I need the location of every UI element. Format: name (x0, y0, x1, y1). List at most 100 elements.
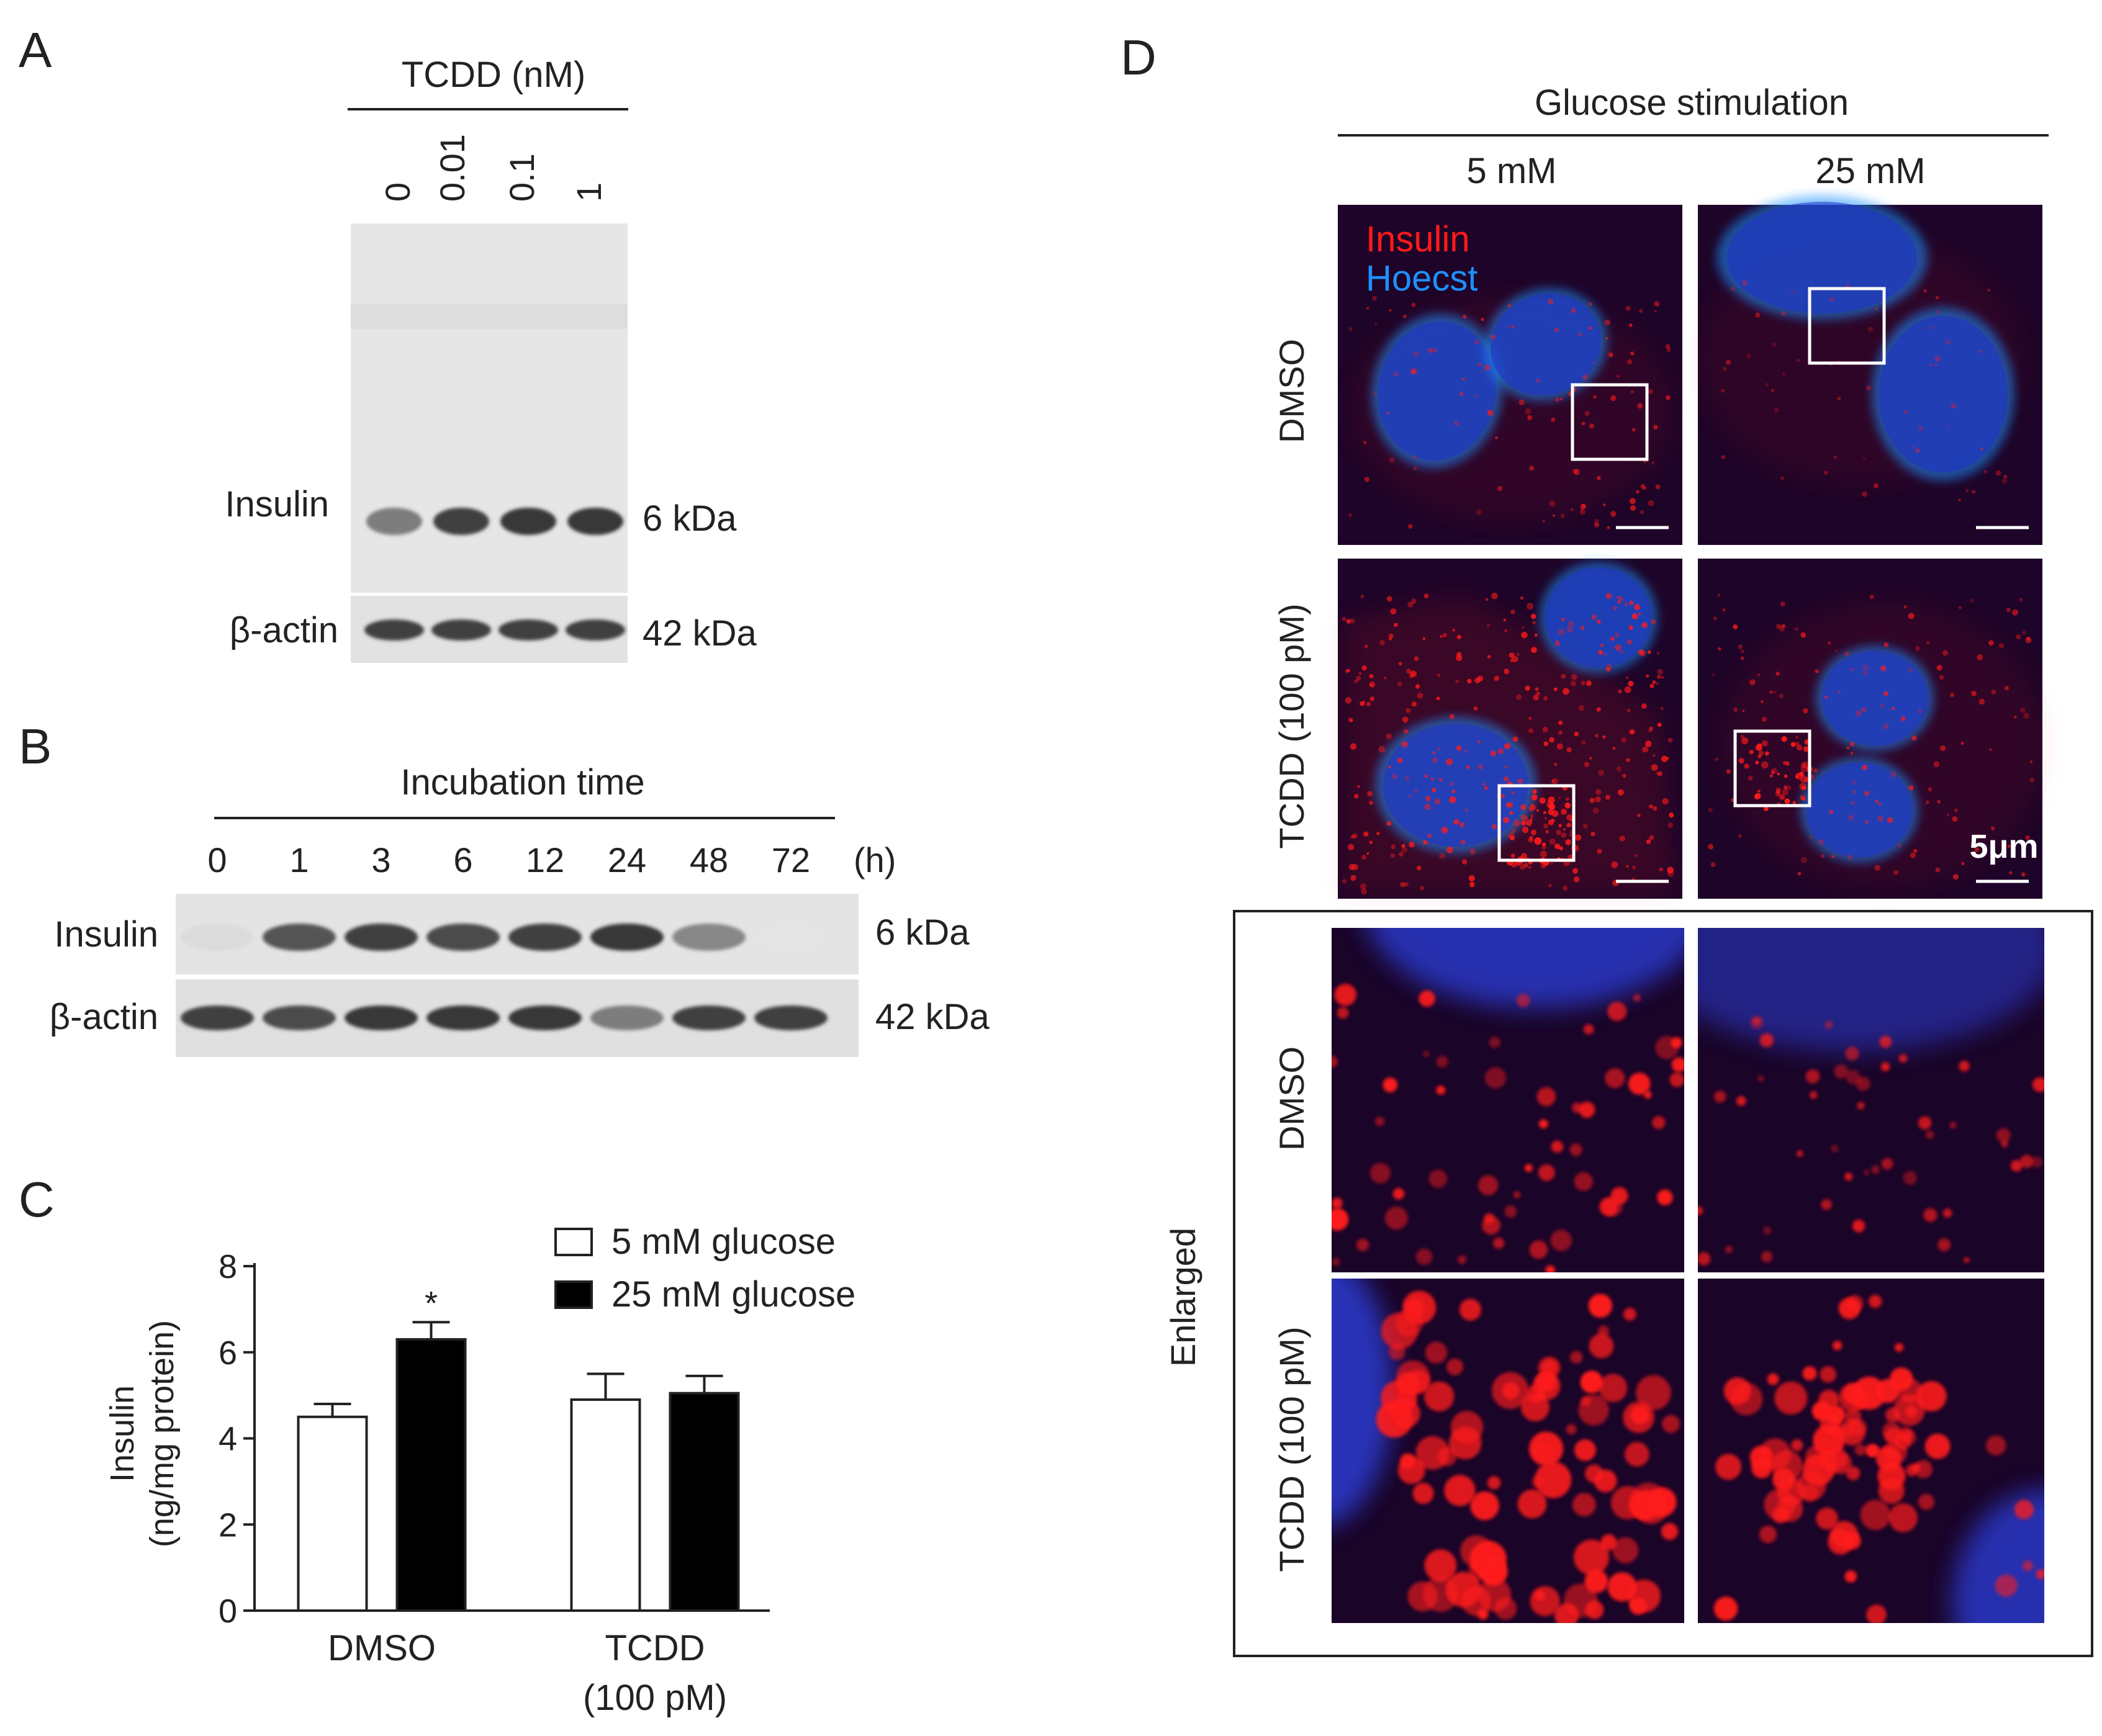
insulin-granule (1481, 371, 1484, 374)
insulin-granule (1611, 861, 1618, 868)
insulin-granule (1740, 735, 1744, 739)
insulin-granule (1517, 778, 1523, 784)
insulin-granule (1782, 789, 1789, 796)
panel-c: C 0 2 4 6 8 Insulin(ng/mg protein) DMSO TCDD (10… (19, 1172, 855, 1718)
insulin-granule (1843, 1383, 1865, 1405)
x-category-label: DMSO (328, 1628, 436, 1668)
insulin-granule (1831, 1145, 1839, 1153)
insulin-granule (1579, 509, 1586, 515)
insulin-granule (1511, 325, 1515, 329)
insulin-granule (1622, 773, 1626, 778)
insulin-granule (1541, 845, 1546, 850)
panel-a-lane-label: 1 (569, 182, 608, 202)
insulin-granule (1862, 664, 1869, 670)
insulin-granule (1504, 742, 1510, 750)
insulin-granule (1710, 862, 1716, 867)
bar (669, 1392, 740, 1612)
insulin-granule (1777, 772, 1780, 776)
insulin-granule (1534, 633, 1538, 637)
insulin-granule (1364, 477, 1370, 482)
insulin-granule (1513, 1191, 1521, 1199)
insulin-granule (1846, 1069, 1861, 1085)
insulin-granule (1633, 994, 1641, 1002)
panel-a-lane-label: 0.01 (433, 134, 472, 202)
blot-band (590, 1005, 664, 1030)
blot-band (508, 1005, 582, 1030)
insulin-granule (1764, 806, 1769, 811)
nucleus (1698, 928, 2044, 1052)
insulin-granule (1883, 723, 1889, 730)
insulin-granule (1503, 776, 1509, 782)
insulin-granule (1765, 383, 1769, 386)
insulin-granule (1671, 1057, 1684, 1073)
insulin-granule (2023, 1560, 2034, 1572)
insulin-granule (1618, 689, 1622, 694)
insulin-granule (1536, 379, 1540, 383)
insulin-granule (1629, 498, 1636, 505)
insulin-granule (1389, 308, 1392, 312)
insulin-granule (1654, 310, 1657, 313)
insulin-granule (1753, 1018, 1760, 1025)
insulin-granule (1551, 818, 1555, 823)
insulin-granule (1357, 785, 1360, 788)
insulin-granule (1369, 800, 1373, 805)
insulin-granule (1613, 606, 1617, 611)
insulin-granule (1774, 407, 1779, 413)
insulin-granule (1850, 667, 1854, 672)
insulin-granule (1420, 886, 1424, 891)
insulin-granule (1797, 359, 1800, 362)
insulin-granule (1929, 362, 1933, 367)
insulin-granule (1346, 619, 1351, 624)
insulin-granule (1525, 819, 1533, 826)
insulin-granule (1474, 340, 1479, 345)
insulin-granule (1593, 395, 1597, 399)
insulin-granule (1657, 1189, 1673, 1205)
insulin-granule (1520, 596, 1524, 600)
insulin-granule (1560, 513, 1565, 518)
insulin-granule (1741, 656, 1744, 660)
insulin-granule (1549, 737, 1554, 743)
insulin-granule (1432, 751, 1436, 755)
insulin-granule (1539, 797, 1546, 804)
insulin-granule (1802, 708, 1808, 714)
insulin-granule (1490, 750, 1497, 757)
insulin-granule (1484, 786, 1488, 790)
insulin-granule (1971, 490, 1976, 494)
insulin-granule (1604, 320, 1611, 326)
insulin-granule (1761, 1251, 1773, 1262)
insulin-granule (1500, 794, 1505, 798)
insulin-granule (1479, 1557, 1508, 1586)
insulin-granule (1561, 673, 1566, 679)
insulin-granule (1773, 690, 1776, 694)
insulin-granule (1826, 1463, 1838, 1475)
insulin-granule (1741, 737, 1749, 745)
insulin-granule (1542, 519, 1546, 523)
insulin-granule (1621, 737, 1627, 743)
insulin-granule (1525, 408, 1531, 415)
insulin-granule (1634, 604, 1641, 611)
insulin-granule (1360, 701, 1365, 706)
insulin-granule (1494, 436, 1498, 439)
insulin-granule (1525, 817, 1528, 820)
blot-band (426, 1005, 500, 1030)
insulin-granule (1436, 1056, 1448, 1068)
insulin-granule (1767, 1373, 1779, 1385)
insulin-granule (1540, 850, 1547, 858)
insulin-granule (1409, 673, 1414, 678)
insulin-granule (1629, 729, 1635, 735)
insulin-granule (1979, 349, 1983, 353)
insulin-granule (1456, 654, 1463, 662)
nucleus (1952, 1490, 2044, 1623)
insulin-granule (1393, 372, 1398, 377)
insulin-granule (1856, 710, 1862, 716)
insulin-granule (1764, 751, 1769, 756)
insulin-granule (1407, 601, 1414, 608)
insulin-granule (1698, 1252, 1711, 1266)
insulin-granule (1642, 746, 1649, 753)
insulin-granule (1770, 389, 1774, 392)
insulin-granule (1464, 750, 1468, 753)
insulin-granule (1800, 857, 1807, 863)
insulin-granule (1561, 808, 1567, 815)
insulin-granule (1657, 668, 1663, 675)
insulin-granule (1634, 854, 1637, 857)
